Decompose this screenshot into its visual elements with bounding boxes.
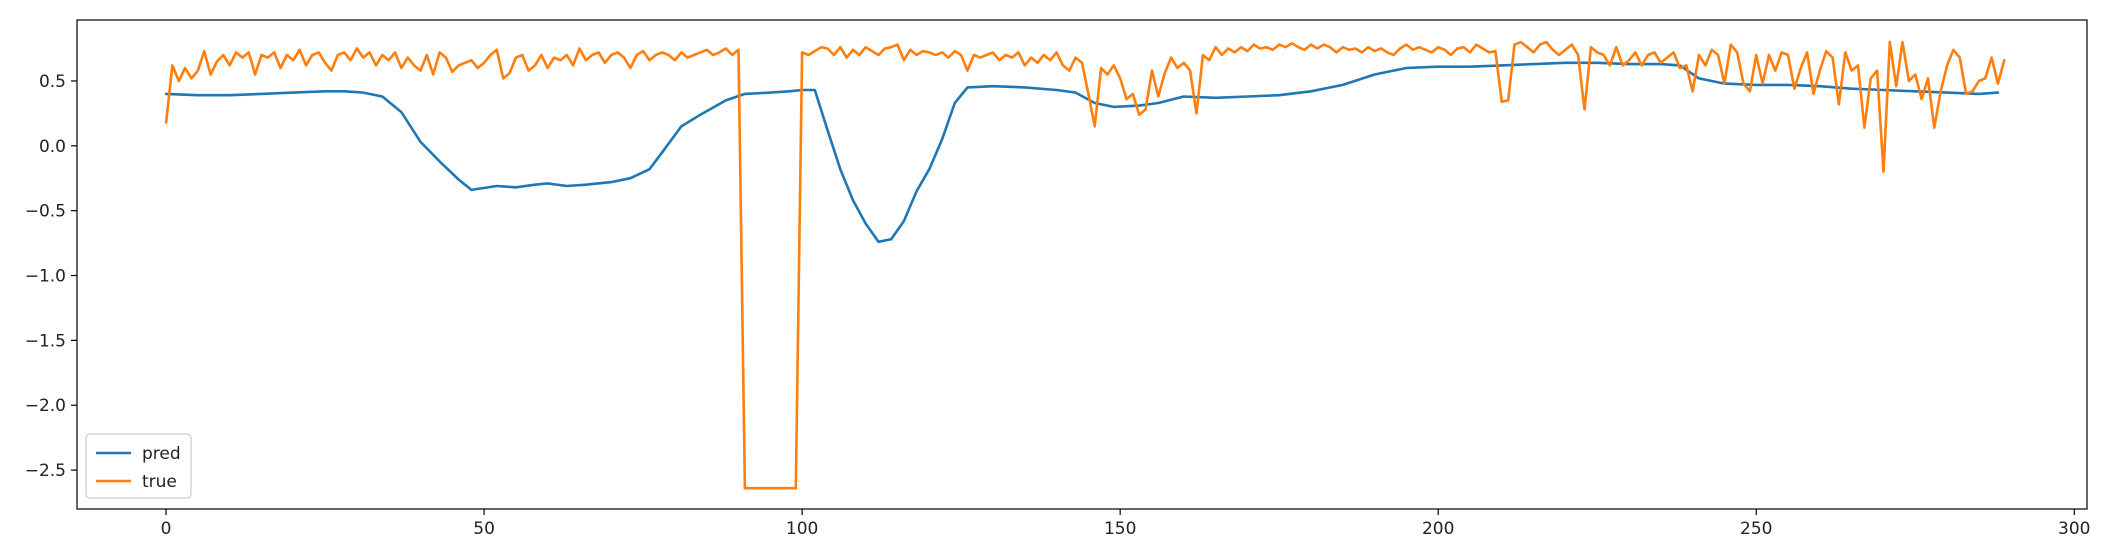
x-tick-label: 150 [1104,519,1136,539]
x-axis: 0 50 100 150 200 250 300 [161,509,2091,539]
legend-label-pred: pred [142,444,181,464]
y-tick-label: −2.0 [25,396,66,416]
x-tick-label: 250 [1740,519,1772,539]
legend-label-true: true [142,472,177,492]
y-tick-label: −0.5 [25,202,66,222]
x-tick-label: 100 [786,519,818,539]
series-layer [164,40,2006,490]
x-tick-label: 300 [2058,519,2090,539]
y-tick-label: 0.5 [39,72,66,92]
y-tick-label: −1.5 [25,331,66,351]
y-axis: 0.5 0.0 −0.5 −1.0 −1.5 −2.0 −2.5 [25,72,77,481]
plot-frame [76,19,2088,510]
x-tick-label: 200 [1422,519,1454,539]
plot-area [77,20,2087,509]
series-line-true [164,40,2006,490]
y-tick-label: 0.0 [39,137,66,157]
y-tick-label: −2.5 [25,461,66,481]
x-tick-label: 0 [161,519,172,539]
y-tick-label: −1.0 [25,267,66,287]
x-tick-label: 50 [473,519,495,539]
legend: pred true [85,433,192,499]
